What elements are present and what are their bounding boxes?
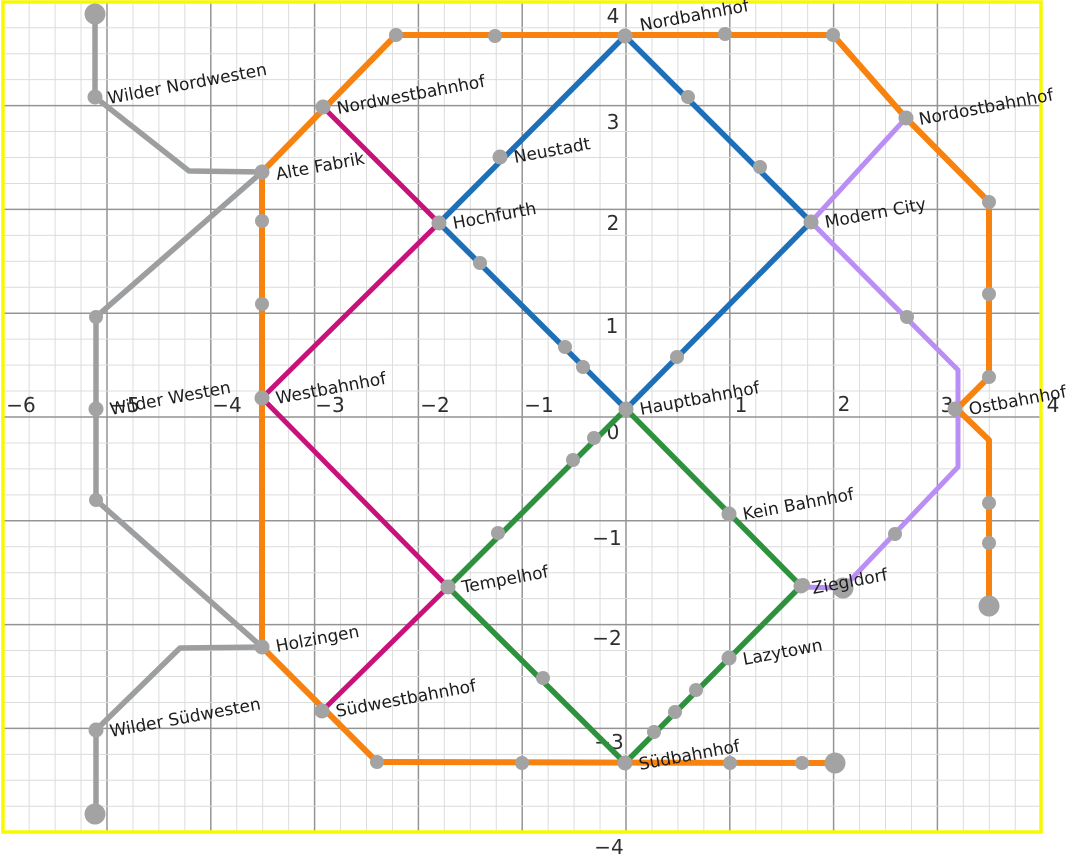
station-dot-tempelhof [440, 579, 456, 595]
station-label-kein-bahnhof: Kein Bahnhof [741, 485, 856, 525]
station-dot-ostbahnhof [947, 401, 963, 417]
axis-tick-label: 4 [607, 4, 620, 28]
station-dot-nordostbahnhof [898, 110, 914, 126]
axis-tick-label: −6 [6, 393, 35, 417]
station-dot-hauptbahnhof [618, 401, 634, 417]
stop-dot [576, 360, 590, 374]
station-label-modern-city: Modern City [823, 195, 927, 233]
axis-tick-label: 2 [838, 392, 851, 416]
station-dot-kein-bahnhof [721, 506, 737, 522]
stop-dot [668, 705, 682, 719]
stop-dot [723, 756, 737, 770]
stop-dot [473, 256, 487, 270]
station-dot-s-dwestbahnhof [314, 703, 330, 719]
stop-dot [515, 756, 529, 770]
stop-dot [681, 90, 695, 104]
station-dot-lazytown [721, 650, 737, 666]
station-label-nordbahnhof: Nordbahnhof [638, 0, 751, 36]
terminus-dot [84, 803, 106, 825]
station-dot-wilder-s-dwesten [88, 722, 104, 738]
station-dot-wilder-westen [88, 401, 104, 417]
axis-tick-label: −2 [420, 393, 449, 417]
axis-tick-label: 1 [606, 314, 619, 338]
axis-tick-label: 1 [735, 393, 748, 417]
stop-dot [89, 493, 103, 507]
station-label-lazytown: Lazytown [741, 636, 824, 670]
plot-frame [1, 0, 1043, 834]
station-label-wilder-nordwesten: Wilder Nordwesten [106, 60, 268, 109]
stop-dot [982, 370, 996, 384]
purple-line [798, 115, 961, 591]
stop-dot [795, 756, 809, 770]
terminus-dot [824, 752, 846, 774]
stop-dot [536, 671, 550, 685]
orange-line [259, 32, 992, 766]
axis-tick-label: −2 [592, 626, 621, 650]
station-dot-neustadt [492, 149, 508, 165]
stop-dot [689, 683, 703, 697]
stop-dot [255, 214, 269, 228]
station-label-tempelhof: Tempelhof [459, 562, 551, 598]
stop-dot [826, 28, 840, 42]
stop-dot [491, 526, 505, 540]
station-dot-alte-fabrik [254, 164, 270, 180]
stop-dot [753, 160, 767, 174]
station-label-hochfurth: Hochfurth [451, 199, 538, 234]
station-dot-modern-city [803, 214, 819, 230]
stop-dot [982, 496, 996, 510]
stop-dot [900, 310, 914, 324]
stop-dot [566, 453, 580, 467]
station-dot-hochfurth [431, 215, 447, 231]
stop-dot [718, 27, 732, 41]
stop-dot [89, 310, 103, 324]
stop-dot [558, 340, 572, 354]
axis-tick-label: 3 [607, 110, 620, 134]
axis-tick-label: −3 [315, 393, 344, 417]
station-label-holzingen: Holzingen [274, 622, 361, 657]
station-dot-westbahnhof [254, 390, 270, 406]
station-dot-nordbahnhof [617, 28, 633, 44]
terminus-dot [84, 3, 106, 25]
stop-dot [982, 536, 996, 550]
station-label-s-dwestbahnhof: Südwestbahnhof [334, 676, 478, 722]
stop-dot [982, 195, 996, 209]
axis-tick-label: 4 [1047, 393, 1060, 417]
station-dot-nordwestbahnhof [315, 99, 331, 115]
stop-dot [587, 431, 601, 445]
stop-dot [255, 297, 269, 311]
station-dot-wilder-nordwesten [87, 89, 103, 105]
axis-tick-label: −1 [524, 393, 553, 417]
axis-tick-label: −4 [594, 835, 623, 859]
stop-dot [982, 287, 996, 301]
axis-tick-label: 2 [607, 211, 620, 235]
station-label-alte-fabrik: Alte Fabrik [274, 149, 366, 185]
axis-tick-label: −5 [110, 393, 139, 417]
station-dot-holzingen [254, 639, 270, 655]
station-dot-s-dbahnhof [617, 755, 633, 771]
terminus-dot [832, 577, 854, 599]
stop-dot [370, 755, 384, 769]
station-dot-ziegldorf [793, 578, 809, 594]
stop-dot [888, 527, 902, 541]
axis-tick-label: −1 [592, 526, 621, 550]
stop-dot [670, 350, 684, 364]
stop-dot [389, 28, 403, 42]
station-label-nordwestbahnhof: Nordwestbahnhof [335, 72, 488, 119]
terminus-dot [978, 595, 1000, 617]
axis-tick-label: −4 [212, 393, 241, 417]
stop-dot [647, 725, 661, 739]
stop-dot [488, 29, 502, 43]
